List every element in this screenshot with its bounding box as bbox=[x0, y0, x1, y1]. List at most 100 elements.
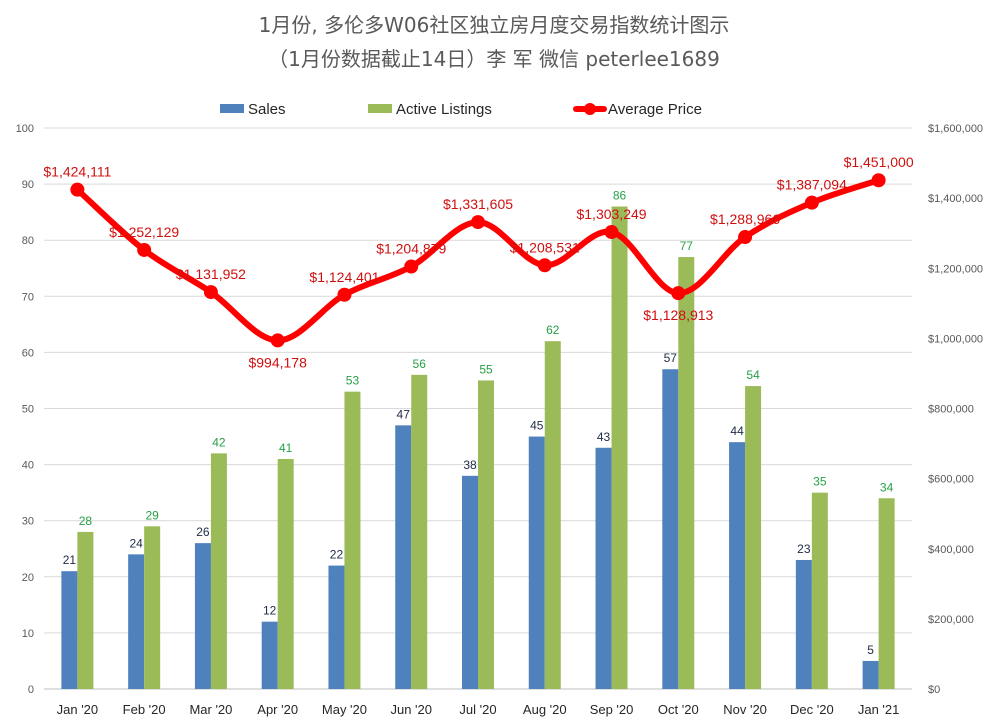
sales-data-label: 26 bbox=[196, 525, 210, 539]
y-left-tick-label: 20 bbox=[22, 572, 34, 584]
sales-bar bbox=[862, 660, 879, 689]
x-tick-label: Sep '20 bbox=[590, 702, 634, 717]
axes: 0 10 20 30 40 50 60 70 80 90 100 $0 $200,000 $400,000… bbox=[16, 123, 983, 717]
y-left-tick-label: 30 bbox=[22, 516, 34, 528]
price-point bbox=[203, 285, 218, 300]
listings-bar bbox=[144, 526, 161, 689]
price-point bbox=[871, 173, 886, 188]
sales-data-label: 5 bbox=[867, 643, 874, 657]
sales-bar bbox=[528, 436, 545, 689]
listings-data-label: 62 bbox=[546, 323, 560, 337]
sales-data-label: 22 bbox=[330, 548, 344, 562]
x-tick-label: Dec '20 bbox=[790, 702, 834, 717]
sales-data-label: 47 bbox=[397, 407, 411, 421]
sales-bar bbox=[61, 571, 78, 689]
listings-bar bbox=[544, 341, 561, 689]
price-data-label: $1,128,913 bbox=[643, 307, 713, 323]
legend-active-listings: Active Listings bbox=[368, 101, 492, 118]
price-data-label: $994,178 bbox=[248, 354, 307, 370]
legend-marker bbox=[584, 103, 596, 115]
price-point bbox=[671, 286, 686, 301]
y-right-tick-label: $0 bbox=[928, 684, 940, 696]
price-point bbox=[537, 258, 552, 273]
price-data-label: $1,288,966 bbox=[710, 211, 780, 227]
price-point bbox=[404, 259, 419, 274]
x-tick-label: Oct '20 bbox=[658, 702, 699, 717]
price-data-label: $1,131,952 bbox=[176, 266, 246, 282]
y-right-tick-label: $1,400,000 bbox=[928, 193, 983, 205]
price-data-label: $1,204,879 bbox=[376, 241, 446, 257]
y-left-tick-label: 50 bbox=[22, 404, 34, 416]
sales-bar bbox=[595, 447, 612, 689]
price-point bbox=[70, 182, 85, 197]
price-point bbox=[471, 215, 485, 230]
listings-data-label: 56 bbox=[413, 357, 427, 371]
x-tick-label: Mar '20 bbox=[189, 702, 232, 717]
sales-data-label: 23 bbox=[797, 542, 811, 556]
listings-bar bbox=[210, 453, 227, 689]
price-point bbox=[270, 333, 285, 348]
sales-bar bbox=[795, 559, 812, 689]
sales-data-label: 45 bbox=[530, 419, 544, 433]
legend: Sales Active Listings Average Price bbox=[220, 101, 702, 118]
listings-bar bbox=[678, 257, 695, 689]
sales-bar bbox=[729, 442, 746, 689]
sales-bar bbox=[395, 425, 412, 689]
y-left-tick-label: 90 bbox=[22, 179, 34, 191]
y-left-tick-label: 80 bbox=[22, 235, 34, 247]
listings-data-label: 29 bbox=[145, 508, 159, 522]
price-data-label: $1,451,000 bbox=[844, 154, 914, 170]
x-tick-label: Aug '20 bbox=[523, 702, 567, 717]
sales-bar bbox=[328, 565, 345, 689]
y-right-tick-label: $800,000 bbox=[928, 404, 974, 416]
listings-bar bbox=[344, 391, 361, 689]
listings-data-label: 54 bbox=[746, 368, 760, 382]
price-point bbox=[137, 242, 152, 257]
listings-data-label: 28 bbox=[79, 514, 93, 528]
y-left-tick-label: 40 bbox=[22, 460, 34, 472]
legend-label: Active Listings bbox=[396, 101, 492, 118]
legend-swatch bbox=[220, 104, 244, 113]
y-left-tick-label: 0 bbox=[28, 684, 34, 696]
price-line bbox=[70, 173, 886, 348]
listings-data-label: 53 bbox=[346, 374, 360, 388]
sales-bar bbox=[662, 369, 679, 689]
listings-bar bbox=[611, 206, 628, 690]
sales-data-label: 21 bbox=[63, 553, 77, 567]
x-tick-label: Jan '21 bbox=[858, 702, 900, 717]
price-data-label: $1,387,094 bbox=[777, 177, 847, 193]
y-left-tick-label: 10 bbox=[22, 628, 34, 640]
x-tick-label: Feb '20 bbox=[123, 702, 166, 717]
sales-data-label: 44 bbox=[730, 424, 744, 438]
legend-average-price: Average Price bbox=[573, 101, 702, 118]
x-tick-label: May '20 bbox=[322, 702, 367, 717]
y-right-tick-label: $600,000 bbox=[928, 474, 974, 486]
legend-label: Average Price bbox=[608, 101, 702, 118]
x-tick-label: Jan '20 bbox=[57, 702, 99, 717]
listings-bar bbox=[277, 458, 294, 689]
y-right-tick-label: $400,000 bbox=[928, 544, 974, 556]
sales-bar bbox=[194, 543, 211, 689]
sales-data-label: 43 bbox=[597, 430, 611, 444]
y-right-tick-label: $1,200,000 bbox=[928, 263, 983, 275]
listings-data-label: 41 bbox=[279, 441, 293, 455]
sales-data-label: 24 bbox=[129, 536, 143, 550]
legend-swatch bbox=[368, 104, 392, 113]
sales-bar bbox=[128, 554, 145, 689]
listings-bar bbox=[478, 380, 494, 689]
price-point bbox=[337, 287, 352, 302]
listings-data-label: 42 bbox=[212, 435, 226, 449]
sales-bar bbox=[462, 475, 478, 689]
bars bbox=[61, 206, 895, 690]
price-point bbox=[738, 230, 753, 245]
legend-label: Sales bbox=[248, 101, 286, 118]
price-point bbox=[804, 195, 819, 210]
listings-bar bbox=[745, 386, 762, 689]
x-tick-label: Nov '20 bbox=[723, 702, 767, 717]
y-left-tick-label: 100 bbox=[16, 123, 34, 135]
sales-data-label: 12 bbox=[263, 604, 277, 618]
listings-data-label: 35 bbox=[813, 475, 827, 489]
